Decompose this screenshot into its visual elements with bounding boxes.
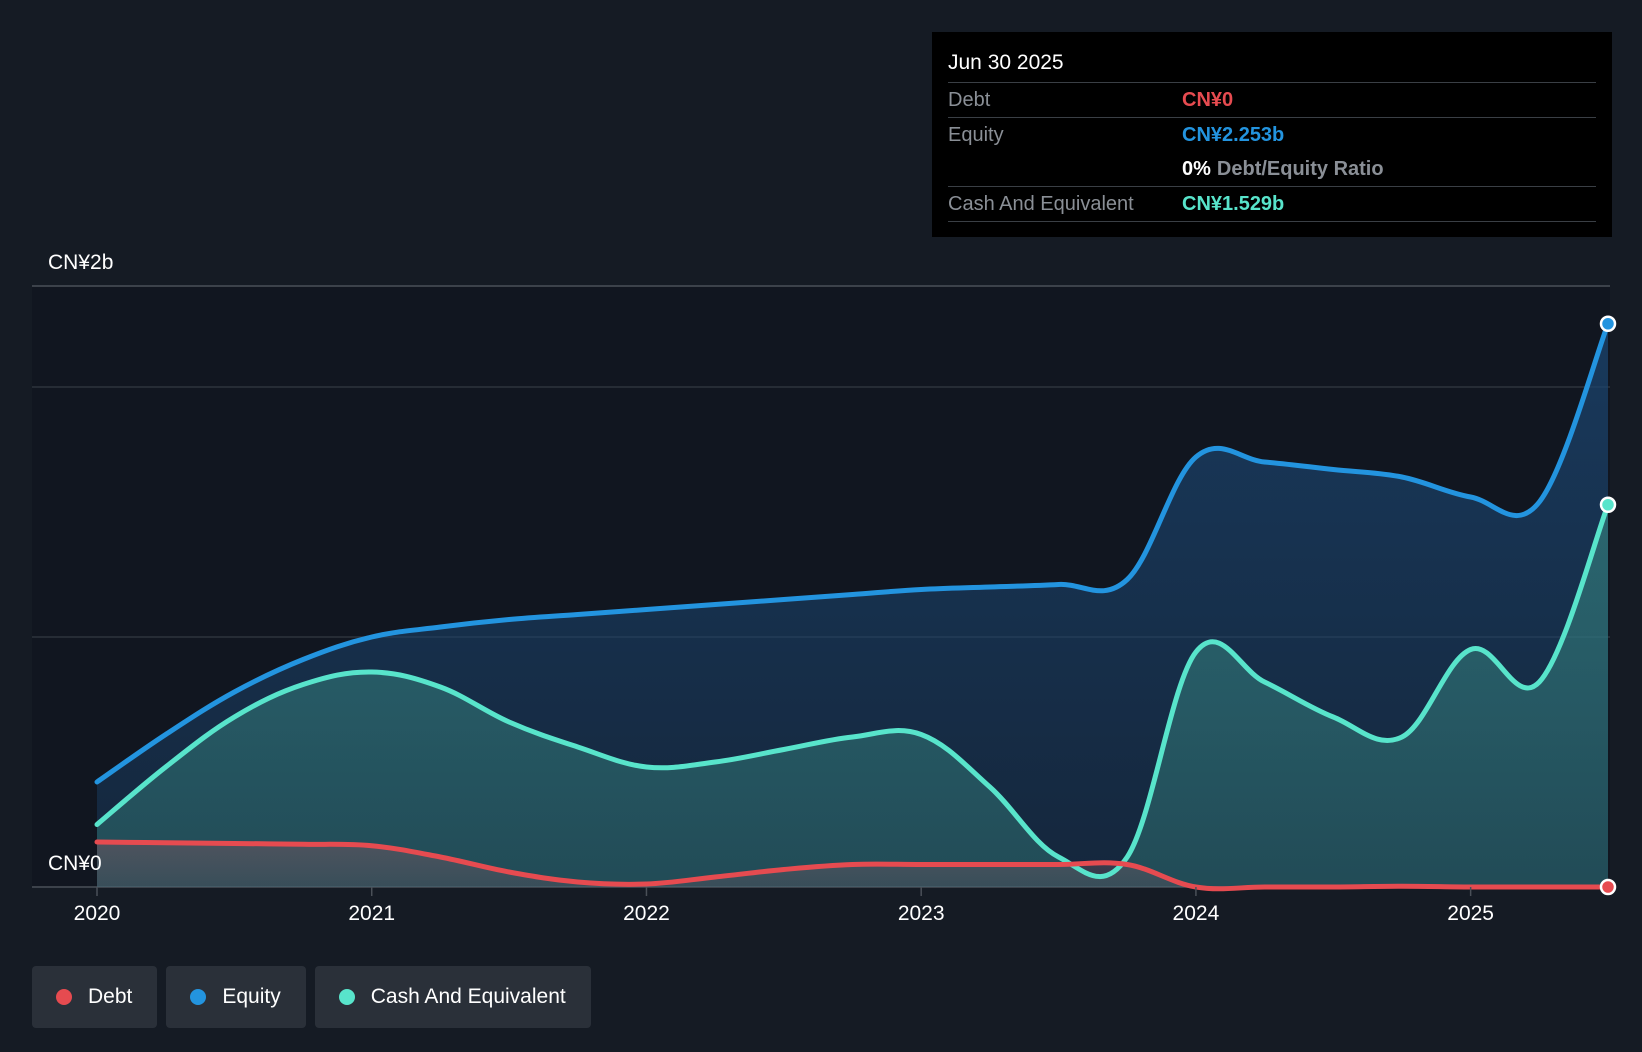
series-endpoints [1599,315,1617,896]
x-tick-label: 2020 [74,902,121,925]
tooltip-row-equity: Equity CN¥2.253b [948,118,1596,152]
debt-endpoint[interactable] [1599,878,1617,896]
cash-and-equivalent-area [97,504,1608,887]
tooltip-ratio-label: Debt/Equity Ratio [1216,158,1384,180]
equity-line [94,321,1611,785]
x-tick-label: 2022 [623,902,670,925]
y-axis-top-label: CN¥2b [48,251,113,274]
tooltip-equity-value: CN¥2.253b [1182,124,1285,146]
debt-dot-icon [56,989,72,1005]
legend: Debt Equity Cash And Equivalent [32,966,591,1028]
legend-item-equity[interactable]: Equity [166,966,306,1028]
tooltip-debt-value: CN¥0 [1182,89,1234,111]
legend-label-cash: Cash And Equivalent [370,985,566,1008]
tooltip-row-debt: Debt CN¥0 [948,83,1596,118]
x-tick-label: 2023 [898,902,945,925]
tooltip-equity-label: Equity [948,124,1004,146]
legend-item-debt[interactable]: Debt [32,966,158,1028]
debt-line [94,839,1611,892]
tooltip-cash-label: Cash And Equivalent [948,193,1134,215]
legend-label-debt: Debt [88,985,133,1008]
series-lines [94,321,1611,892]
legend-item-cash[interactable]: Cash And Equivalent [314,966,591,1028]
tooltip-cash-value: CN¥1.529b [1182,193,1285,215]
equity-dot-icon [190,989,207,1005]
x-axis: 2020 2021 2022 2023 2024 2025 [74,887,1494,925]
x-tick-label: 2024 [1173,902,1220,925]
tooltip-debt-label: Debt [948,89,991,111]
cash-and-equivalent-line [94,502,1611,879]
cash-dot-icon [338,989,355,1005]
tooltip-row-cash: Cash And Equivalent CN¥1.529b [948,187,1596,222]
x-tick-label: 2025 [1447,902,1494,925]
tooltip-ratio-value: 0% [1182,158,1211,180]
tooltip-date: Jun 30 2025 [948,46,1596,83]
x-tick-label: 2021 [348,902,395,925]
y-axis-bottom-label: CN¥0 [48,852,102,875]
tooltip-row-ratio: 0% Debt/Equity Ratio [948,152,1596,187]
legend-label-equity: Equity [222,985,281,1008]
equity-endpoint[interactable] [1599,315,1617,332]
cash-and-equivalent-endpoint[interactable] [1599,496,1617,513]
tooltip-panel: Jun 30 2025 Debt CN¥0 Equity CN¥2.253b 0… [932,32,1612,237]
